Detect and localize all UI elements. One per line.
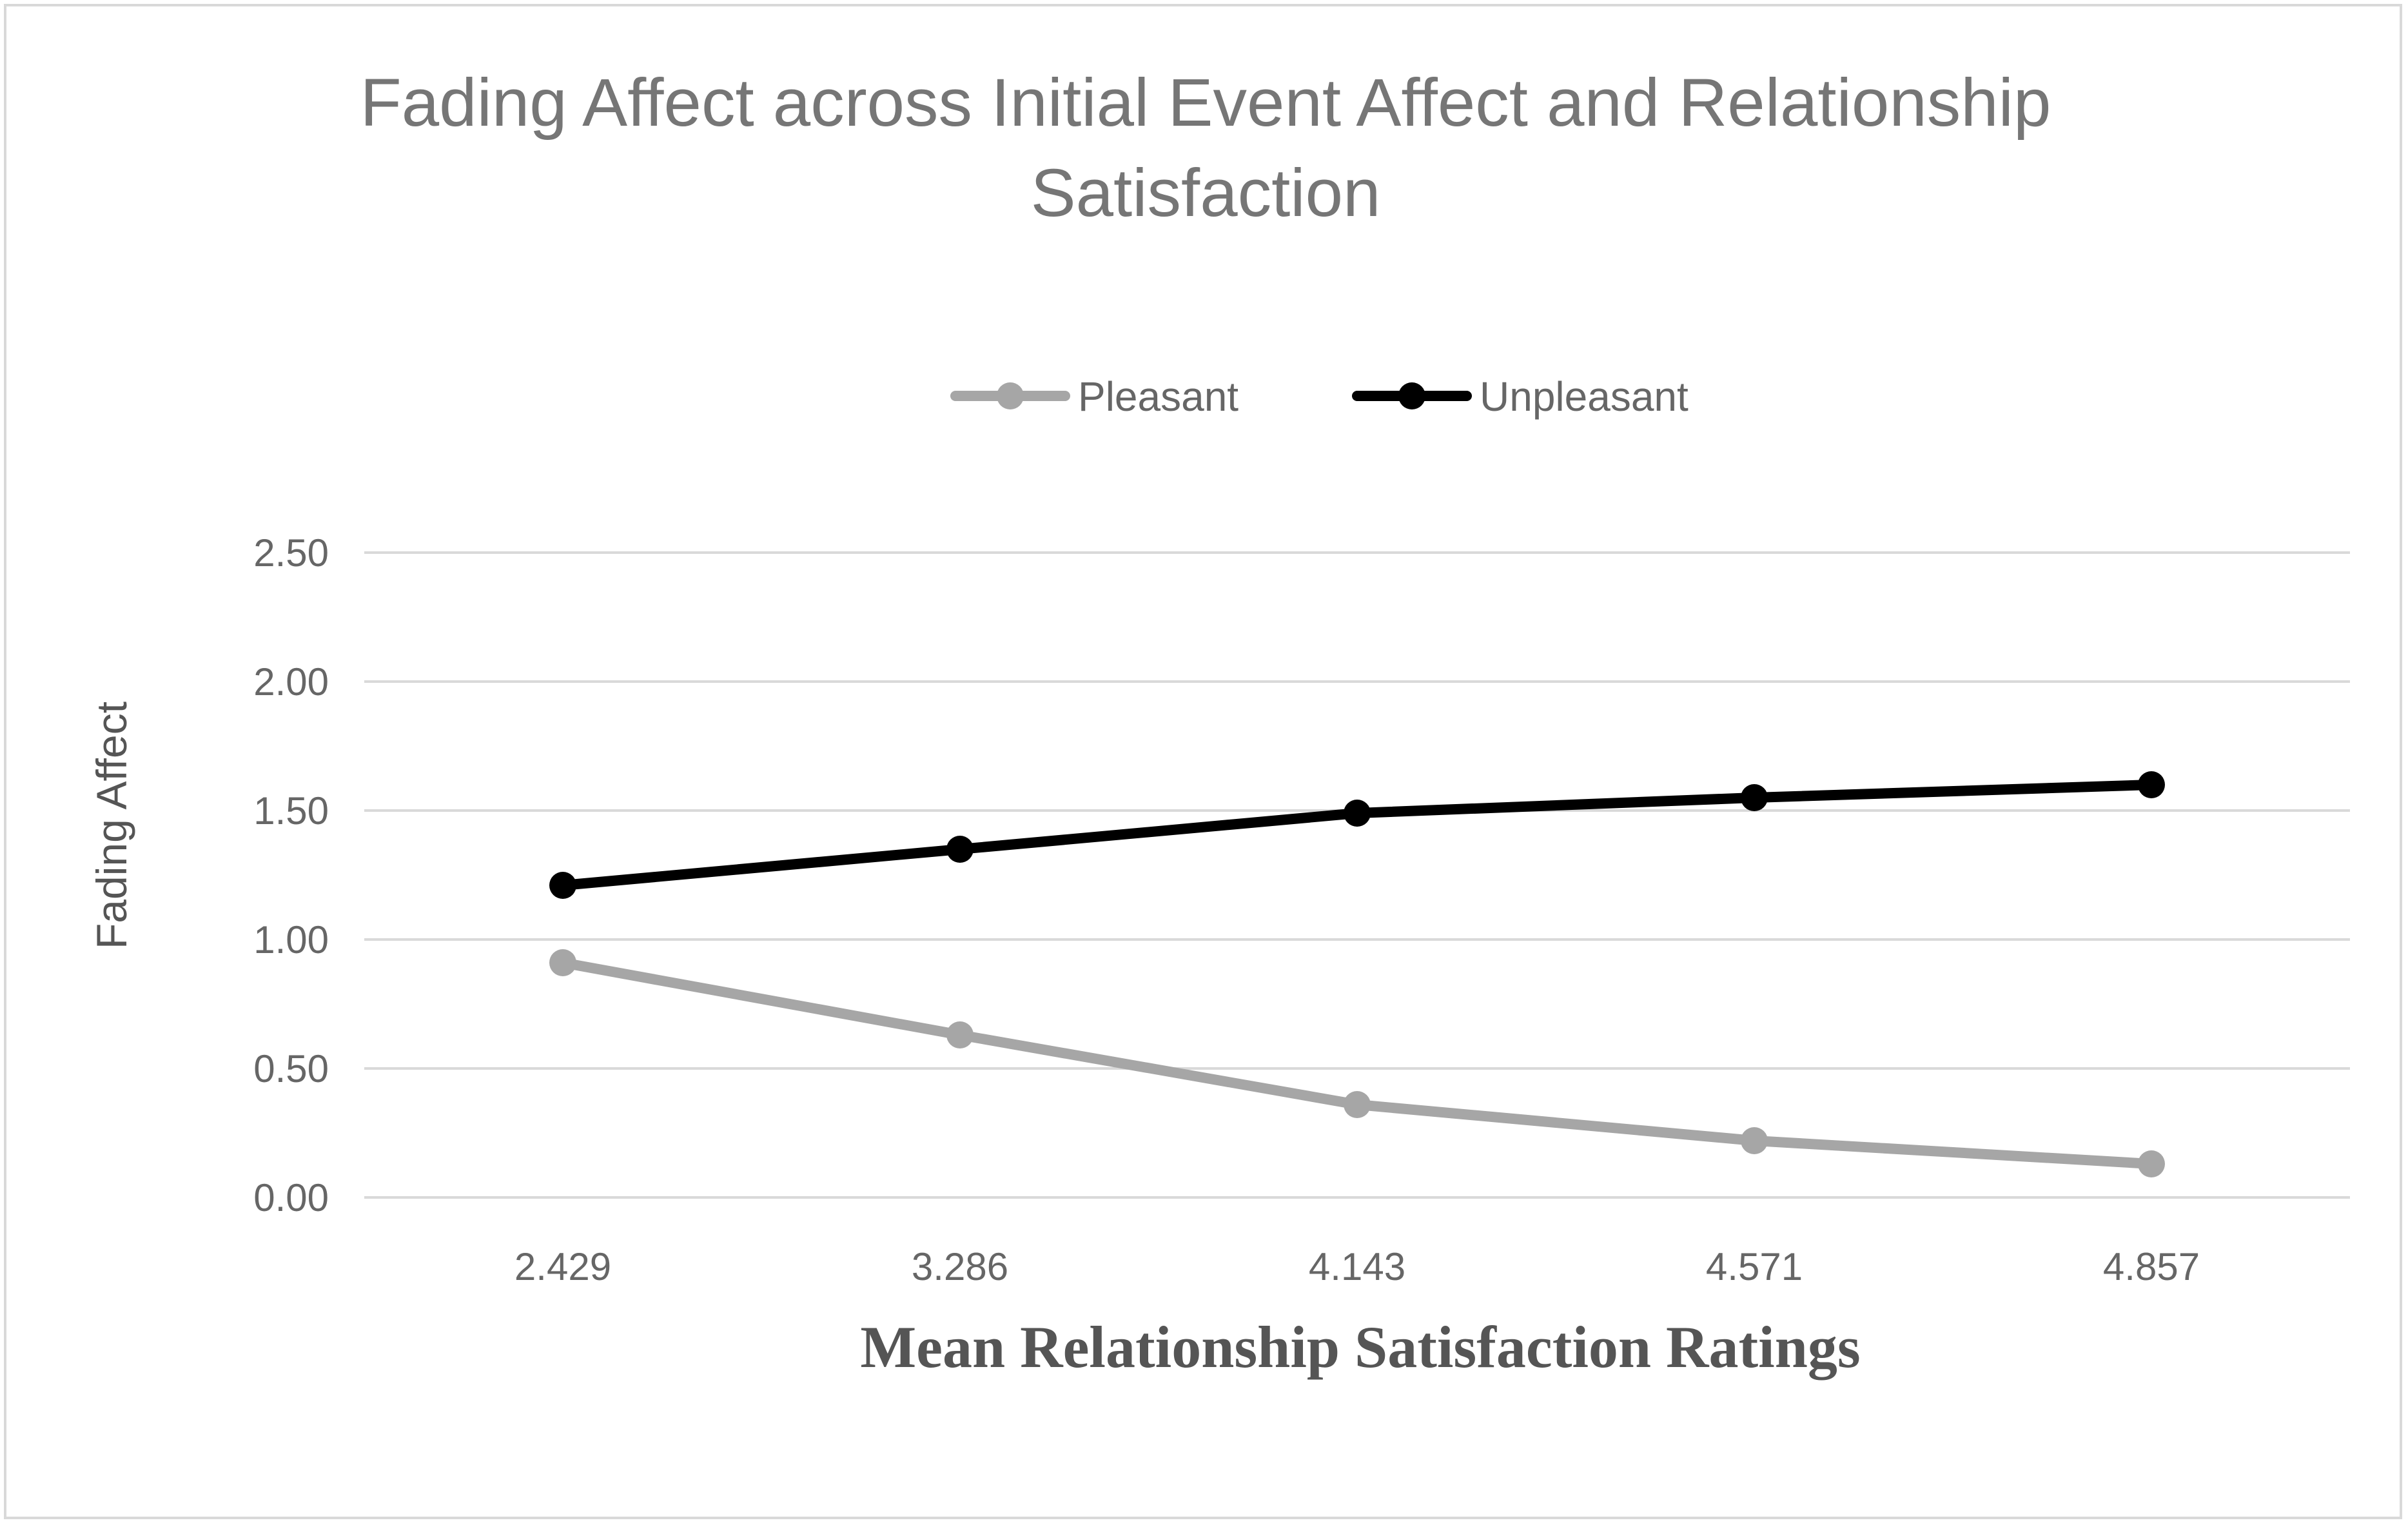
y-tick-label: 1.50	[253, 789, 329, 832]
y-tick-label: 0.50	[253, 1047, 329, 1090]
chart-title-line-2: Satisfaction	[1031, 155, 1381, 231]
x-axis-ticks: 2.429 3.286 4.143 4.571 4.857	[514, 1245, 2200, 1288]
data-point-pleasant	[2138, 1150, 2165, 1177]
legend-label-unpleasant: Unpleasant	[1480, 373, 1689, 420]
data-point-unpleasant	[2138, 771, 2165, 798]
series-layer	[549, 771, 2165, 1177]
data-point-unpleasant	[946, 836, 974, 863]
x-tick-label: 4.571	[1706, 1245, 1803, 1288]
y-tick-label: 0.00	[253, 1176, 329, 1219]
legend-item-pleasant: Pleasant	[950, 373, 1238, 420]
data-point-unpleasant	[1344, 800, 1371, 827]
chart-title: Fading Affect across Initial Event Affec…	[360, 65, 2051, 231]
y-tick-label: 2.50	[253, 531, 329, 575]
series-pleasant	[549, 949, 2165, 1177]
chart-frame	[4, 4, 2402, 1519]
data-point-unpleasant	[549, 872, 576, 899]
x-tick-label: 3.286	[912, 1245, 1008, 1288]
x-tick-label: 2.429	[514, 1245, 611, 1288]
data-point-pleasant	[946, 1021, 974, 1048]
legend-label-pleasant: Pleasant	[1078, 373, 1238, 420]
data-point-pleasant	[1741, 1127, 1768, 1154]
legend: Pleasant Unpleasant	[950, 373, 1689, 420]
y-axis-ticks: 0.00 0.50 1.00 1.50 2.00 2.50	[253, 531, 329, 1219]
data-point-pleasant	[1344, 1091, 1371, 1118]
series-unpleasant	[549, 771, 2165, 899]
y-tick-label: 2.00	[253, 660, 329, 703]
series-line-pleasant	[558, 958, 2157, 1169]
x-axis-label: Mean Relationship Satisfaction Ratings	[860, 1314, 1860, 1380]
legend-item-unpleasant: Unpleasant	[1352, 373, 1689, 420]
legend-marker-unpleasant	[1398, 382, 1425, 409]
y-axis-label: Fading Affect	[88, 702, 135, 949]
data-point-unpleasant	[1741, 784, 1768, 811]
legend-marker-pleasant	[997, 382, 1024, 409]
y-tick-label: 1.00	[253, 918, 329, 961]
data-point-pleasant	[549, 949, 576, 976]
x-tick-label: 4.857	[2103, 1245, 2200, 1288]
chart-title-line-1: Fading Affect across Initial Event Affec…	[360, 65, 2051, 141]
x-tick-label: 4.143	[1309, 1245, 1405, 1288]
